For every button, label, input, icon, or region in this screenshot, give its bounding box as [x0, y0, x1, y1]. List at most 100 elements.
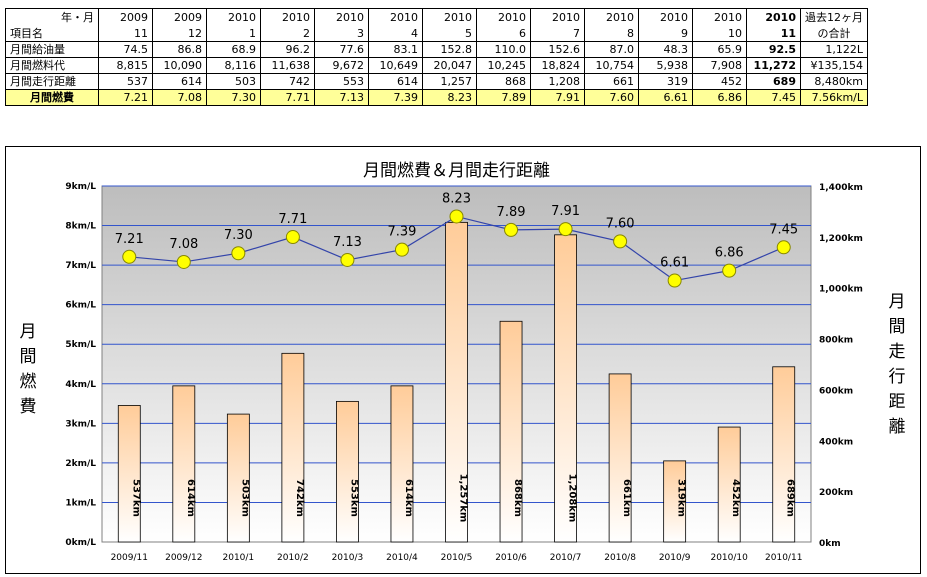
- table-cell: 614: [152, 73, 207, 90]
- x-tick-label: 2010/9: [659, 553, 691, 563]
- header-year-cell: 2010: [638, 8, 693, 25]
- x-tick-label: 2010/10: [710, 553, 748, 563]
- left-tick-label: 1km/L: [65, 498, 96, 508]
- header-year-cell: 2010: [476, 8, 531, 25]
- table-row: 月間燃費 7.21 7.08 7.30 7.71 7.13 7.39 8.23 7.89 7.91…: [5, 89, 868, 106]
- total-cell: 1,122L: [800, 41, 868, 58]
- line-point: [667, 273, 682, 288]
- row-label: 月間走行距離: [5, 73, 99, 90]
- table-cell: 11,272: [746, 57, 801, 74]
- table-cell: 96.2: [260, 41, 315, 58]
- x-tick-label: 2010/11: [765, 553, 802, 563]
- chart-title: 月間燃費＆月間走行距離: [363, 161, 550, 181]
- header-year-cell: 2009: [152, 8, 207, 25]
- table-cell: 1,257: [422, 73, 477, 90]
- table-cell: 110.0: [476, 41, 531, 58]
- table-cell: 7.91: [530, 89, 585, 106]
- table-cell: 48.3: [638, 41, 693, 58]
- header-year-label: 年・月: [5, 8, 99, 25]
- bar: [281, 352, 305, 543]
- right-tick-label: 1,200km: [819, 234, 863, 244]
- line-point: [394, 242, 409, 257]
- table-cell: 10,090: [152, 57, 207, 74]
- right-tick-label: 800km: [819, 336, 853, 346]
- bar-data-label: 868km: [512, 479, 523, 517]
- line-data-label: 7.89: [497, 205, 526, 220]
- table-cell: 8,116: [206, 57, 261, 74]
- table-cell: 7.21: [98, 89, 153, 106]
- total-cell: 8,480km: [800, 73, 868, 90]
- table-cell: 553: [314, 73, 369, 90]
- bar-data-label: 452km: [730, 479, 741, 517]
- header-month-cell: 4: [368, 25, 423, 42]
- header-year-cell: 2010: [530, 8, 585, 25]
- table-cell: 7.89: [476, 89, 531, 106]
- table-row: 月間給油量 74.5 86.8 68.9 96.2 77.6 83.1 152.8 110.0 1…: [5, 41, 868, 58]
- header-month-cell: 9: [638, 25, 693, 42]
- line-point: [231, 246, 246, 261]
- bar: [499, 320, 523, 543]
- table-cell: 18,824: [530, 57, 585, 74]
- table-row: 月間燃料代 8,815 10,090 8,116 11,638 9,672 10,649 20…: [5, 57, 868, 74]
- line-point: [558, 222, 573, 237]
- bar-data-label: 553km: [348, 479, 359, 517]
- bar: [772, 366, 796, 543]
- table-cell: 8,815: [98, 57, 153, 74]
- left-axis-label: 燃: [20, 372, 37, 392]
- line-data-label: 8.23: [442, 191, 471, 206]
- line-point: [504, 222, 519, 237]
- left-tick-label: 8km/L: [65, 222, 96, 232]
- left-tick-label: 0km/L: [65, 538, 96, 548]
- left-tick-label: 3km/L: [65, 419, 96, 429]
- right-tick-label: 400km: [819, 437, 853, 447]
- table-cell: 452: [692, 73, 747, 90]
- header-month-cell: 7: [530, 25, 585, 42]
- x-tick-label: 2010/1: [223, 553, 255, 563]
- header-month-cell: 12: [152, 25, 207, 42]
- table-cell: 10,754: [584, 57, 639, 74]
- left-tick-label: 7km/L: [65, 261, 96, 271]
- line-data-label: 7.91: [551, 204, 580, 219]
- right-tick-label: 600km: [819, 386, 853, 396]
- line-data-label: 7.13: [333, 235, 362, 250]
- row-label: 月間燃費: [5, 89, 99, 106]
- header-year-cell: 2010: [314, 8, 369, 25]
- row-label: 月間燃料代: [5, 57, 99, 74]
- header-month-cell: 5: [422, 25, 477, 42]
- table-cell: 868: [476, 73, 531, 90]
- table-cell: 152.6: [530, 41, 585, 58]
- right-tick-label: 0km: [819, 539, 841, 549]
- header-month-cell: 11: [98, 25, 153, 42]
- line-point: [613, 234, 628, 249]
- table-cell: 7.08: [152, 89, 207, 106]
- total-cell: ¥135,154: [800, 57, 868, 74]
- header-month-cell: 3: [314, 25, 369, 42]
- table-cell: 86.8: [152, 41, 207, 58]
- table-cell: 8.23: [422, 89, 477, 106]
- line-data-label: 7.21: [115, 232, 144, 247]
- table-cell: 503: [206, 73, 261, 90]
- table-cell: 5,938: [638, 57, 693, 74]
- left-tick-label: 4km/L: [65, 380, 96, 390]
- bar-data-label: 1,257km: [458, 474, 469, 523]
- table-cell: 6.86: [692, 89, 747, 106]
- bar-data-label: 689km: [785, 479, 796, 517]
- header-year-cell: 2010: [368, 8, 423, 25]
- header-year-cell: 2010: [746, 8, 801, 25]
- table-cell: 87.0: [584, 41, 639, 58]
- line-point: [176, 254, 191, 269]
- table-cell: 7.71: [260, 89, 315, 106]
- table-cell: 10,649: [368, 57, 423, 74]
- table-cell: 65.9: [692, 41, 747, 58]
- line-data-label: 7.71: [278, 212, 307, 227]
- table-row: 月間走行距離 537 614 503 742 553 614 1,257 868 1,208 661…: [5, 73, 868, 90]
- left-axis-label: 月: [20, 322, 37, 342]
- table-cell: 319: [638, 73, 693, 90]
- bar-data-label: 661km: [621, 479, 632, 517]
- table-cell: 7.39: [368, 89, 423, 106]
- table-cell: 83.1: [368, 41, 423, 58]
- x-tick-label: 2010/8: [604, 553, 636, 563]
- table-cell: 614: [368, 73, 423, 90]
- table-cell: 20,047: [422, 57, 477, 74]
- table-cell: 1,208: [530, 73, 585, 90]
